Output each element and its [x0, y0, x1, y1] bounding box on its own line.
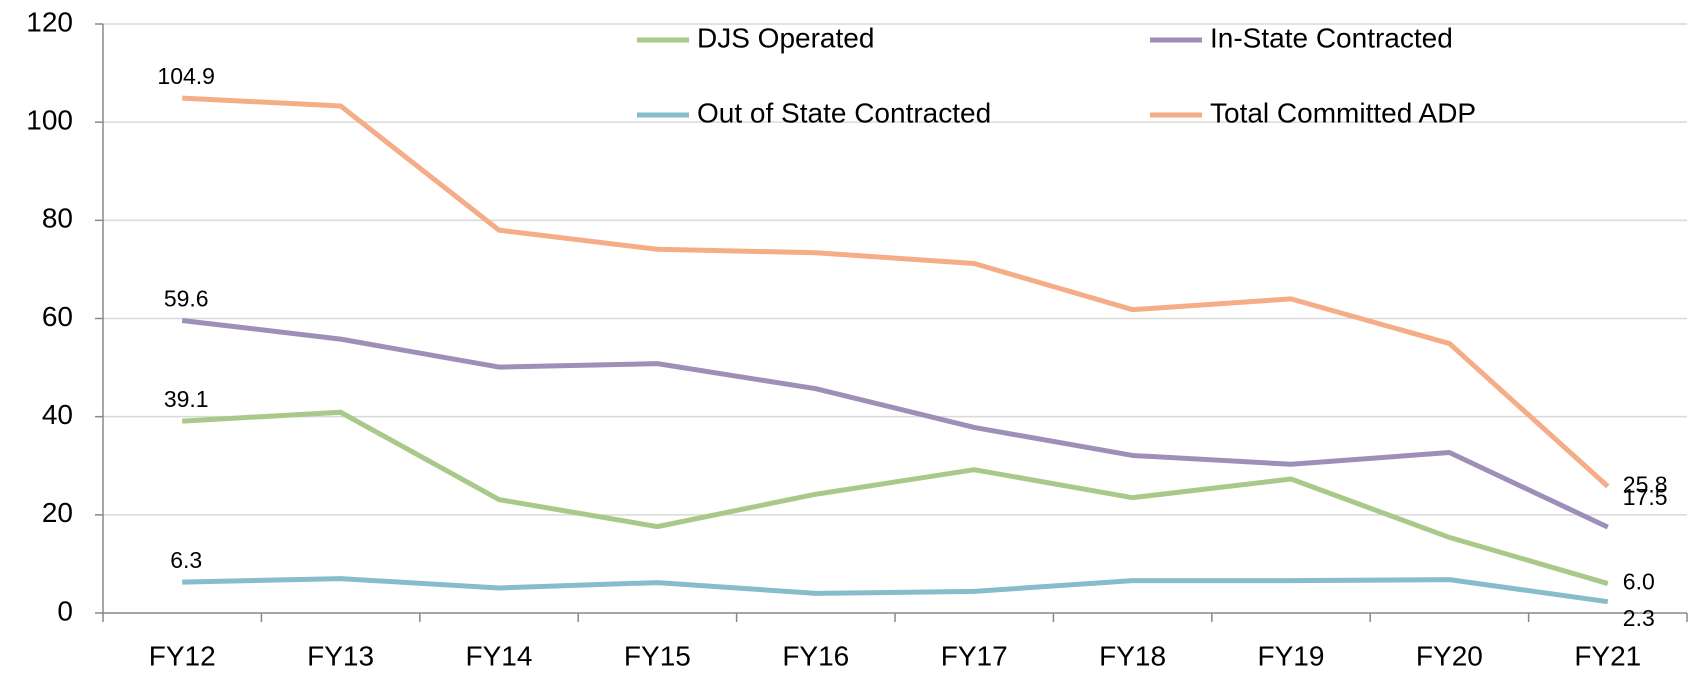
y-tick-label: 20	[42, 497, 73, 528]
y-tick-label: 80	[42, 203, 73, 234]
x-tick-label: FY13	[307, 640, 374, 671]
data-label: 6.0	[1623, 569, 1655, 595]
legend-label: In-State Contracted	[1210, 22, 1453, 53]
x-tick-label: FY19	[1258, 640, 1325, 671]
x-tick-label: FY15	[624, 640, 691, 671]
data-label: 6.3	[170, 547, 202, 573]
x-tick-label: FY12	[149, 640, 216, 671]
y-tick-label: 0	[57, 595, 73, 626]
data-label: 17.5	[1623, 484, 1668, 510]
data-label: 59.6	[164, 286, 209, 312]
legend-label: DJS Operated	[697, 22, 874, 53]
data-label: 25.8	[1623, 471, 1668, 497]
y-tick-label: 60	[42, 301, 73, 332]
x-tick-label: FY21	[1574, 640, 1641, 671]
series-line	[182, 576, 1609, 605]
x-tick-label: FY17	[941, 640, 1008, 671]
x-tick-label: FY14	[466, 640, 533, 671]
y-tick-label: 120	[26, 6, 73, 37]
data-label: 104.9	[157, 63, 215, 89]
data-label: 2.3	[1623, 605, 1655, 631]
x-tick-label: FY20	[1416, 640, 1483, 671]
series-line	[182, 95, 1610, 489]
y-tick-label: 100	[26, 105, 73, 136]
series-line	[181, 317, 1609, 530]
x-tick-label: FY16	[782, 640, 849, 671]
legend-label: Out of State Contracted	[697, 97, 991, 128]
data-label: 39.1	[164, 386, 209, 412]
x-tick-label: FY18	[1099, 640, 1166, 671]
legend-label: Total Committed ADP	[1210, 97, 1476, 128]
series-line	[182, 409, 1609, 586]
y-tick-label: 40	[42, 399, 73, 430]
